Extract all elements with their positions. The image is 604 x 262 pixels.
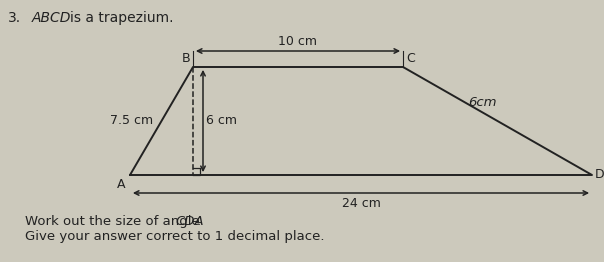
Text: ABCD: ABCD bbox=[32, 11, 71, 25]
Text: CDA: CDA bbox=[175, 215, 204, 228]
Text: 6cm: 6cm bbox=[468, 96, 496, 110]
Text: 7.5 cm: 7.5 cm bbox=[111, 114, 153, 128]
Text: Work out the size of angle: Work out the size of angle bbox=[25, 215, 204, 228]
Text: B: B bbox=[181, 52, 190, 65]
Text: A: A bbox=[117, 178, 125, 191]
Text: 3.: 3. bbox=[8, 11, 21, 25]
Text: 6 cm: 6 cm bbox=[206, 114, 237, 128]
Text: 24 cm: 24 cm bbox=[342, 197, 381, 210]
Text: D: D bbox=[595, 168, 604, 182]
Text: 10 cm: 10 cm bbox=[278, 35, 318, 48]
Text: .: . bbox=[197, 215, 201, 228]
Text: Give your answer correct to 1 decimal place.: Give your answer correct to 1 decimal pl… bbox=[25, 230, 324, 243]
Text: is a trapezium.: is a trapezium. bbox=[70, 11, 173, 25]
Text: C: C bbox=[406, 52, 415, 65]
